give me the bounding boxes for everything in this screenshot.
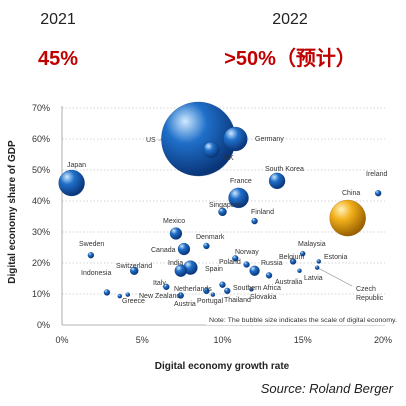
y-tick-label: 70% (32, 103, 50, 113)
bubble-netherlands (203, 287, 210, 295)
bubble-label-france: France (230, 178, 252, 185)
bubble-label-malaysia: Malaysia (298, 241, 326, 248)
y-tick-label: 10% (32, 289, 50, 299)
bubble-label-indonesia: Indonesia (81, 270, 111, 277)
bubble-sweden (87, 252, 95, 259)
bubble-latvia (297, 268, 302, 273)
bubble-india (174, 264, 187, 277)
bubble-label-ireland: Ireland (366, 171, 388, 178)
bubble-norway (232, 255, 239, 262)
share-2022-value: >50%（预计） (224, 47, 356, 70)
y-tick-label: 30% (32, 227, 50, 237)
bubble-china (329, 199, 366, 237)
bubble-russia (249, 265, 260, 276)
bubble-estonia (316, 259, 321, 264)
bubble-label-australia: Australia (275, 279, 302, 286)
x-tick-label: 0% (55, 335, 68, 345)
bubble-label-new-zealand: New Zealand (139, 293, 180, 300)
bubble-label-portugal: Portugal (197, 298, 224, 305)
bubble-south-korea (268, 172, 286, 190)
bubble-france (228, 187, 249, 209)
y-tick-label: 0% (37, 320, 50, 330)
bubble-label-us: US (146, 137, 156, 144)
bubble-mexico (169, 227, 183, 240)
bubble-czech-republic (315, 265, 320, 270)
x-tick-labels: 0% 5% 10% 15% 20% (55, 335, 392, 345)
bubble-indonesia (103, 289, 111, 296)
y-tick-label: 60% (32, 134, 50, 144)
bubble-italy (163, 283, 170, 291)
bubble-denmark (203, 242, 210, 250)
bubble-switzerland (130, 266, 139, 275)
bubble-label-netherlands: Netherlands (174, 286, 212, 293)
bubble-label-japan: Japan (67, 162, 86, 169)
bubble-label-thailand: Thailand (224, 297, 251, 304)
bubble-label-finland: Finland (251, 209, 274, 216)
y-tick-labels: 0% 10% 20% 30% 40% 50% 60% 70% (32, 103, 50, 330)
x-tick-label: 5% (136, 335, 149, 345)
bubble-greece (117, 293, 122, 299)
x-tick-label: 15% (294, 335, 312, 345)
bubble-label-mexico: Mexico (163, 218, 185, 225)
bubble-singapore (218, 207, 227, 217)
bubble-poland (243, 261, 250, 268)
bubble-label-singapore: Singapore (209, 202, 241, 209)
bubble-new-zealand (125, 292, 130, 297)
leader-line-czech-republic (317, 267, 353, 287)
year-2022-label: 2022 (272, 11, 308, 28)
bubble-label-austria: Austria (174, 301, 196, 308)
x-tick-label: 10% (213, 335, 231, 345)
bubble-label-greece: Greece (122, 298, 145, 305)
bubble-belgium (289, 258, 297, 265)
bubble-label-estonia: Estonia (324, 254, 347, 261)
bubble-label-sweden: Sweden (79, 241, 104, 248)
bubble-austria (177, 292, 184, 299)
bubble-ireland (375, 190, 382, 197)
bubble-label-china: China (342, 190, 360, 197)
bubble-labels: US Germany UK Japan South Korea Ireland China F… (67, 136, 388, 308)
bubble-southern-africa (219, 281, 226, 288)
bubble-label-italy: Italy (153, 280, 166, 287)
bubble-thailand (224, 287, 231, 295)
x-axis-title: Digital economy growth rate (155, 361, 290, 372)
bubble-australia (265, 272, 273, 279)
source-credit: Source: Roland Berger (261, 381, 394, 396)
note-box (206, 315, 400, 325)
bubble-canada (177, 242, 191, 256)
bubble-portugal (210, 292, 216, 297)
bubble-label-denmark: Denmark (196, 234, 225, 241)
bubble-label-canada: Canada (151, 247, 176, 254)
bubble-japan (58, 169, 85, 197)
bubble-label-slovakia: Slovakia (250, 294, 277, 301)
bubble-label-spain: Spain (205, 266, 223, 273)
chart-note: Note: The bubble size indicates the scal… (209, 317, 397, 324)
bubble-label-germany: Germany (255, 136, 284, 143)
bubble-finland (251, 217, 258, 225)
bubble-label-norway: Norway (235, 249, 259, 256)
bubble-slovakia (249, 287, 254, 292)
bubble-uk (203, 141, 220, 159)
bubble-label-south-korea: South Korea (265, 166, 304, 173)
year-2021-label: 2021 (40, 11, 76, 28)
bubbles (58, 101, 382, 299)
bubble-label-russia: Russia (261, 260, 283, 267)
bubble-germany (223, 126, 248, 152)
x-tick-label: 20% (374, 335, 392, 345)
bubble-label-switzerland: Switzerland (116, 263, 152, 270)
bubble-label-latvia: Latvia (304, 275, 323, 282)
y-tick-label: 40% (32, 196, 50, 206)
bubble-label-india: India (168, 260, 183, 267)
y-tick-label: 50% (32, 165, 50, 175)
bubble-label-poland: Poland (219, 259, 241, 266)
bubble-label-southern-africa: Southern Africa (233, 285, 281, 292)
share-2021-value: 45% (38, 48, 78, 70)
bubble-label-uk: UK (224, 155, 234, 162)
bubble-malaysia (300, 251, 306, 257)
y-tick-label: 20% (32, 258, 50, 268)
y-axis-title: Digital economy share of GDP (7, 140, 18, 284)
bubble-label-belgium: Belgium (279, 254, 304, 261)
bubble-label-czech-republic: Czech Republic (356, 286, 384, 302)
